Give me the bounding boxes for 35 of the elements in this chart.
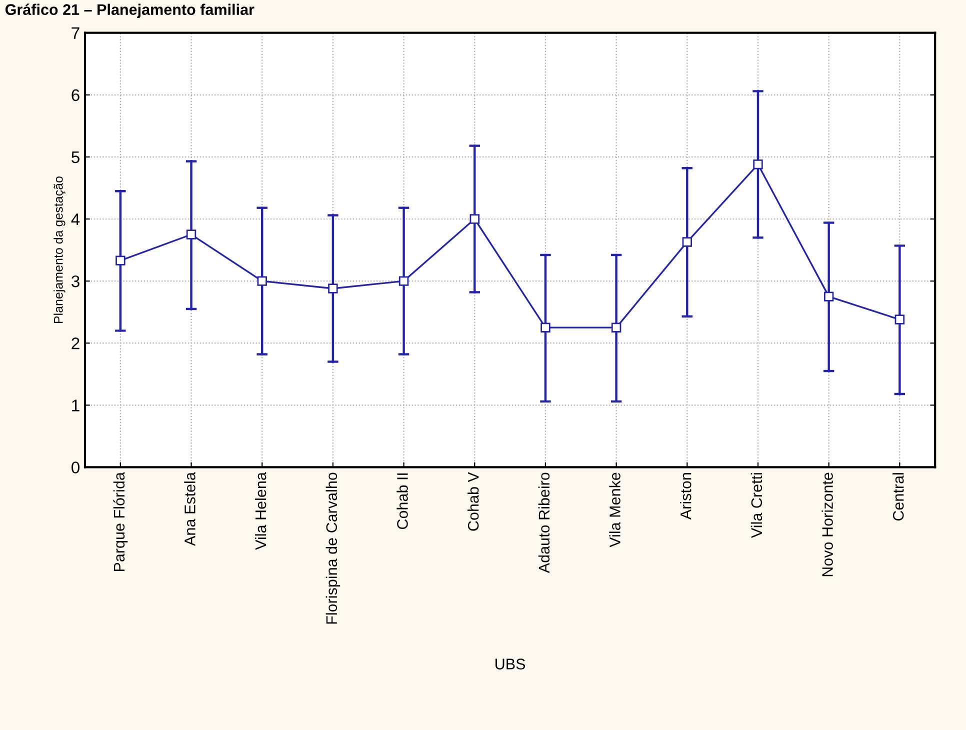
x-tick-label: Vila Menke <box>609 472 620 548</box>
y-tick-label: 2 <box>72 338 80 350</box>
x-tick-label: Adauto Ribeiro <box>538 472 550 574</box>
x-tick-label: Ana Estela <box>184 472 196 546</box>
x-tick-label: Novo Horizonte <box>822 472 833 576</box>
y-tick-label: 4 <box>71 214 80 226</box>
x-tick-label: Cohab V <box>468 472 479 531</box>
point <box>611 322 622 332</box>
point <box>540 322 550 332</box>
point <box>116 256 126 266</box>
point <box>824 292 834 302</box>
x-tick-label: Central <box>892 473 904 521</box>
point <box>257 276 267 286</box>
x-tick-label: Vila Cretti <box>750 473 762 538</box>
y-tick-label: 7 <box>72 27 80 39</box>
chart-title: Gráfico 21 – Planejamento familiar <box>5 4 254 18</box>
point <box>753 160 763 170</box>
x-tick-label: Florispina de Carvalho <box>326 472 340 624</box>
x-tick-label: Ariston <box>680 473 692 520</box>
point <box>470 214 480 224</box>
point <box>398 276 409 286</box>
y-tick-label: 1 <box>72 400 80 412</box>
point <box>682 237 692 247</box>
y-axis-title: Planejamento da gestação <box>54 176 66 324</box>
point <box>894 314 905 324</box>
x-tick-label: Cohab II <box>396 473 408 530</box>
y-tick-label: 6 <box>72 89 80 102</box>
y-tick-label: 0 <box>72 462 80 474</box>
point <box>186 230 196 240</box>
y-tick-label: 3 <box>72 275 80 288</box>
x-tick-label: Vila Helena <box>254 472 266 550</box>
y-tick-label: 5 <box>72 152 80 164</box>
x-tick-label: Parque Flórida <box>113 472 128 572</box>
x-axis-title: UBS <box>496 658 526 670</box>
point <box>328 284 338 294</box>
